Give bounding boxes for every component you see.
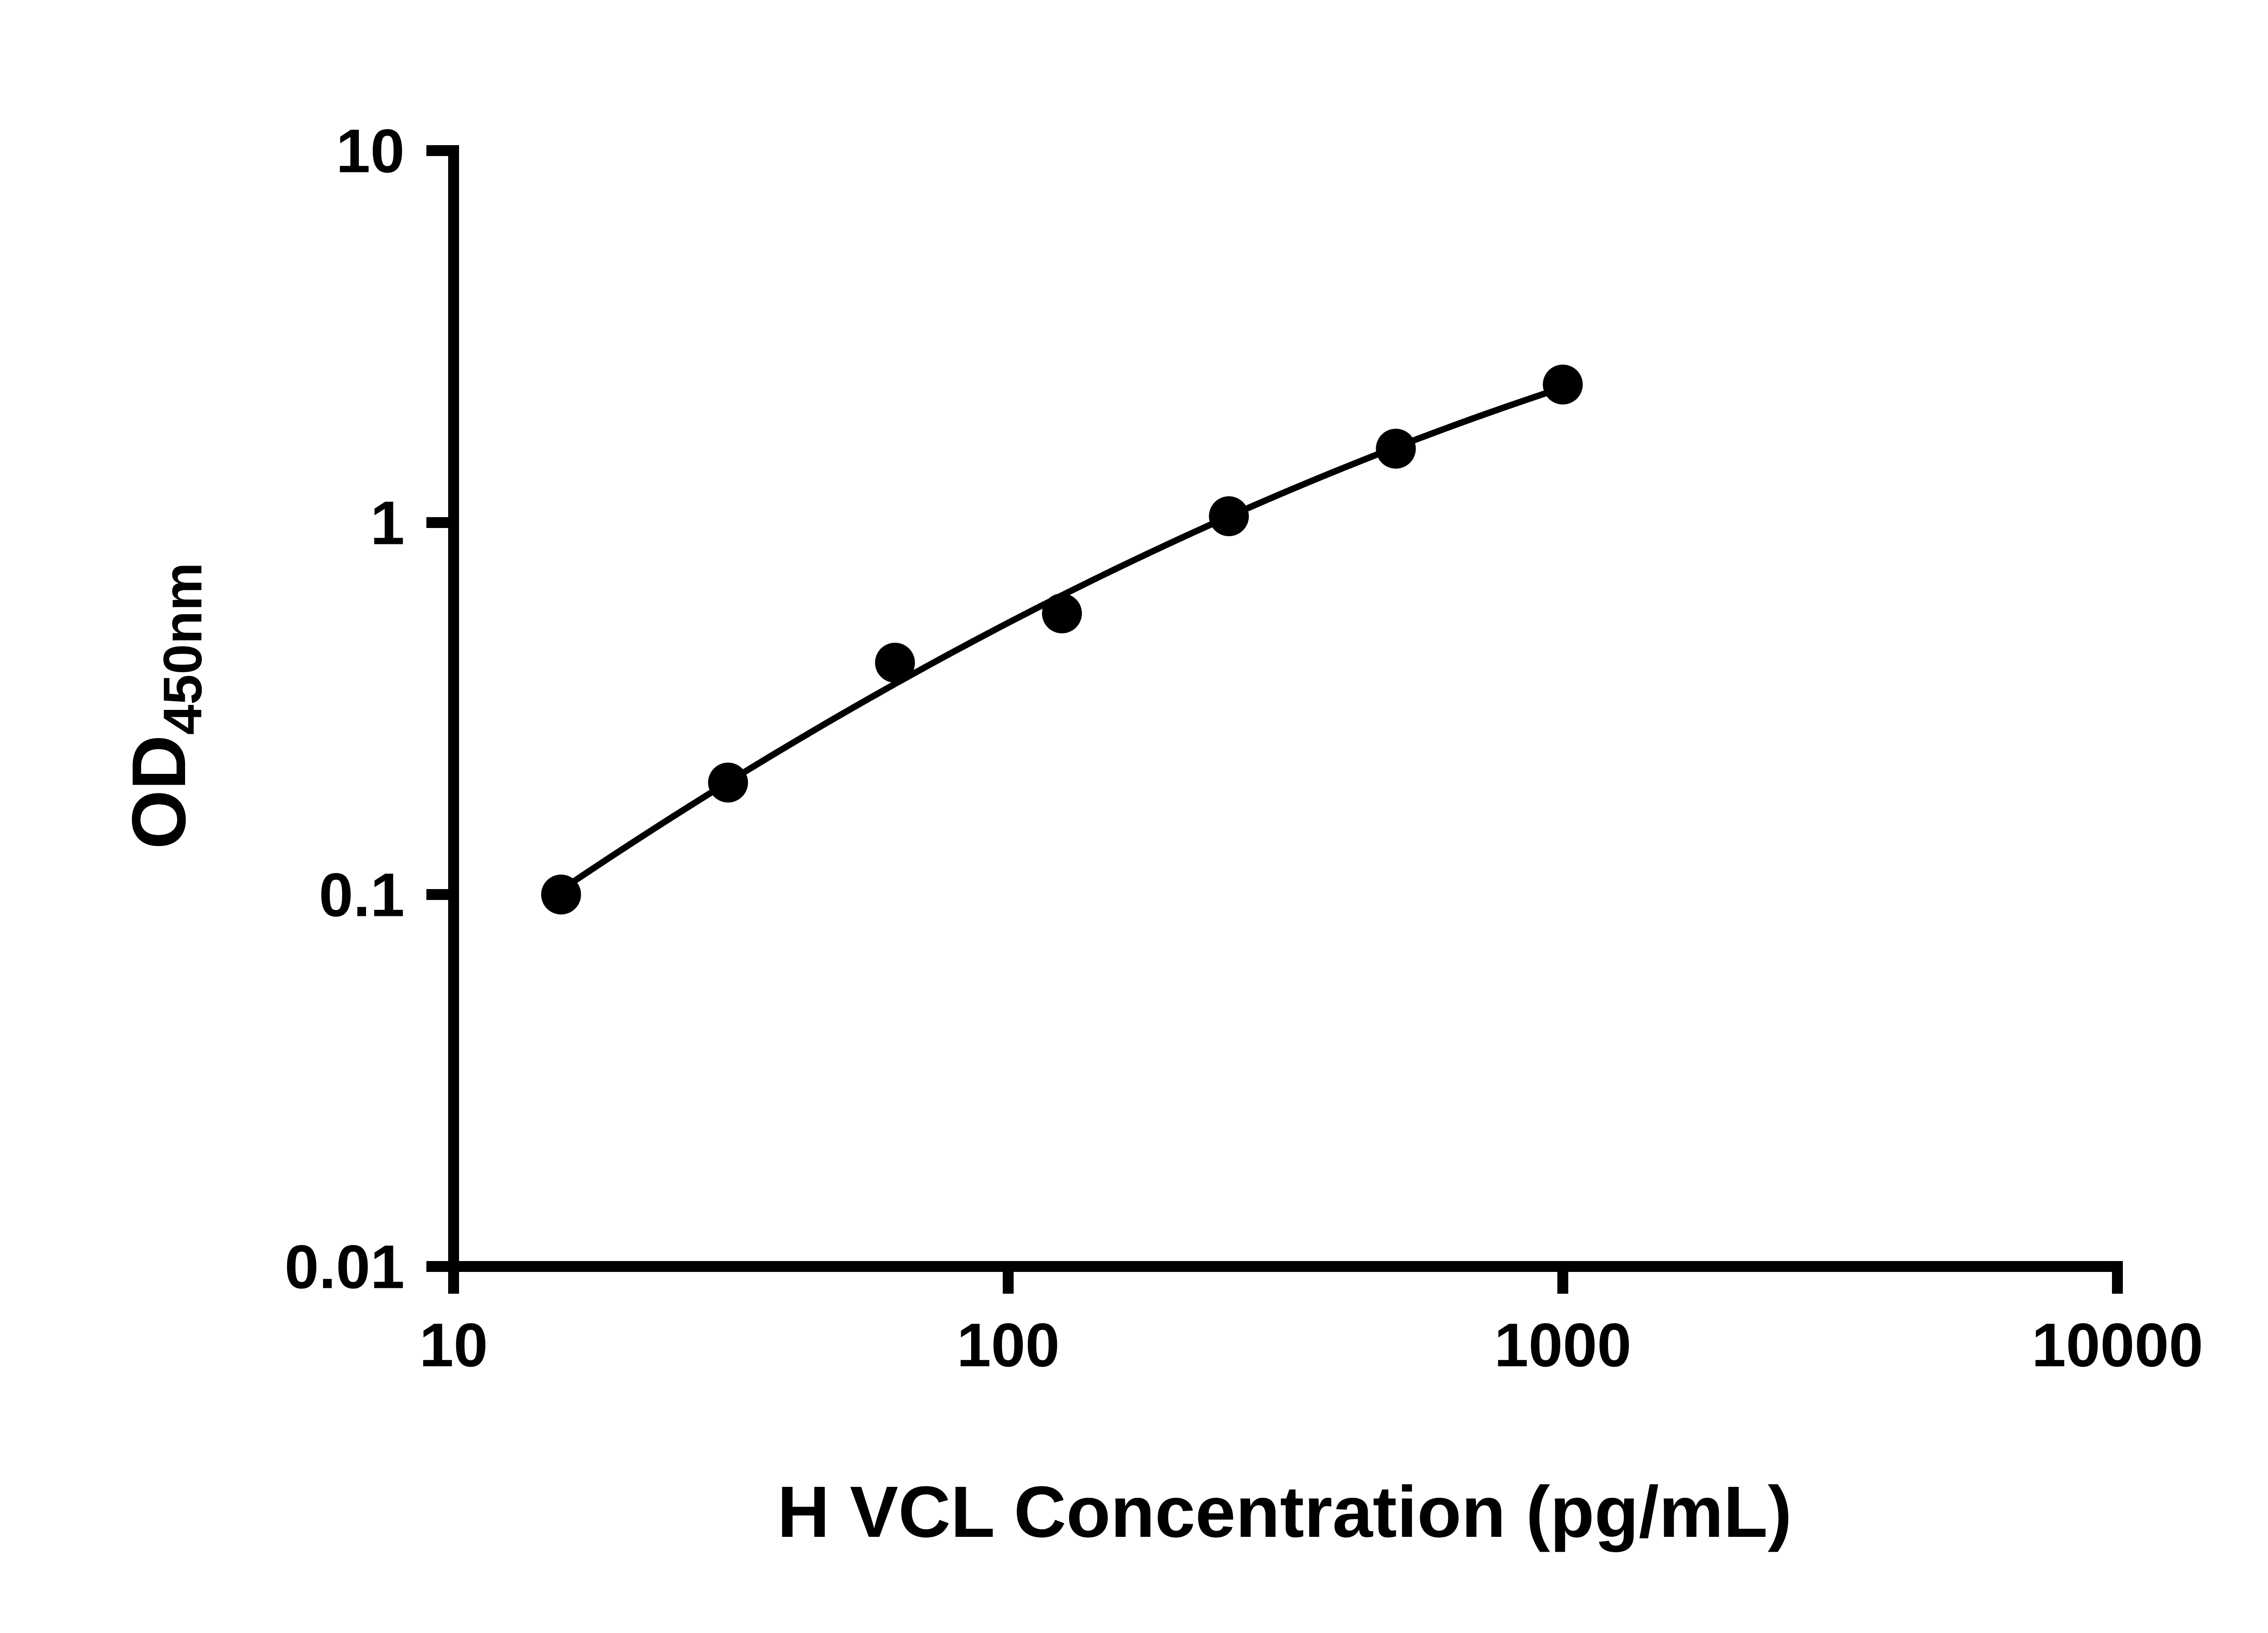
axis-spines	[448, 145, 2123, 1272]
x-tick-label: 10000	[2032, 1310, 2203, 1379]
y-tick-label: 0.01	[284, 1232, 405, 1301]
data-point-marker	[708, 763, 748, 803]
data-point-marker	[1209, 496, 1249, 537]
data-point-marker	[1042, 593, 1082, 634]
data-point-marker	[1376, 429, 1416, 469]
y-axis-title-main: OD	[116, 735, 201, 850]
standard-curve-fit-line	[559, 384, 1564, 893]
y-tick-label: 1	[370, 489, 405, 557]
x-axis-title: H VCL Concentration (pg/mL)	[777, 1473, 1792, 1553]
data-point-marker	[541, 875, 581, 914]
y-axis-title: OD450nm	[116, 562, 214, 850]
y-tick-label: 0.1	[319, 861, 405, 929]
data-point-marker	[1543, 364, 1583, 405]
x-tick-label: 1000	[1494, 1310, 1632, 1379]
y-tick-label: 10	[336, 117, 405, 186]
x-tick-label: 10	[419, 1310, 488, 1379]
x-tick-label: 100	[957, 1310, 1060, 1379]
y-axis-title-subscript: 450nm	[154, 562, 214, 735]
data-point-marker	[875, 642, 915, 683]
